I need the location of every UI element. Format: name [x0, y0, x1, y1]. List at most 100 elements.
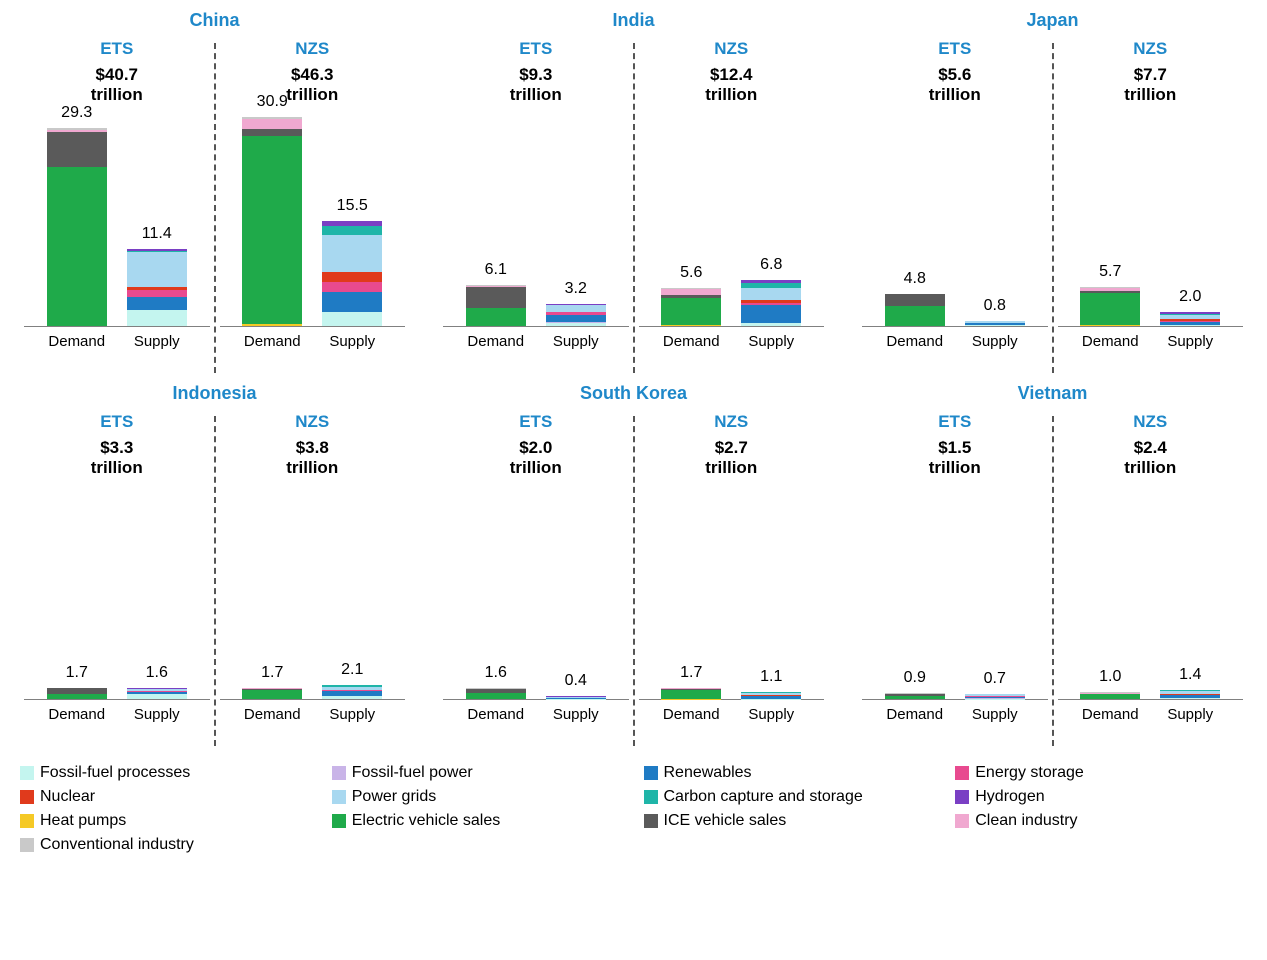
segment-ev	[47, 167, 107, 326]
scenario-total: $1.5trillion	[929, 438, 981, 480]
country-title: Indonesia	[172, 383, 256, 404]
scenario-total: $5.6trillion	[929, 65, 981, 107]
scenario-total: $40.7trillion	[91, 65, 143, 107]
legend-swatch	[644, 814, 658, 828]
bars-area: 1.71.1	[639, 490, 825, 700]
segment-ev	[242, 136, 302, 324]
x-label: Supply	[1160, 333, 1220, 350]
segment-heat_pumps	[1080, 325, 1140, 326]
x-axis-labels: DemandSupply	[24, 700, 210, 723]
segment-ice	[885, 294, 945, 306]
x-label: Demand	[466, 333, 526, 350]
bar-stack	[466, 285, 526, 326]
legend-item: Hydrogen	[955, 788, 1247, 806]
bars-area: 6.13.2	[443, 117, 629, 327]
scenario-total: $7.7trillion	[1124, 65, 1176, 107]
x-axis-labels: DemandSupply	[862, 700, 1048, 723]
x-axis-labels: Demand Supply	[24, 327, 210, 350]
bar-value-label: 1.7	[261, 664, 283, 682]
x-axis-labels: DemandSupply	[220, 327, 406, 350]
bar-value-label: 1.7	[680, 664, 702, 682]
legend-item: Fossil-fuel processes	[20, 764, 312, 782]
legend-swatch	[20, 838, 34, 852]
legend-label: Energy storage	[975, 764, 1084, 782]
legend-label: Electric vehicle sales	[352, 812, 501, 830]
bar-value-label: 6.1	[485, 261, 507, 279]
bar-value-label: 0.4	[565, 672, 587, 690]
segment-ev	[466, 308, 526, 326]
x-label: Supply	[546, 333, 606, 350]
segment-ev	[242, 690, 302, 699]
bar-column: 1.7	[661, 664, 721, 699]
scenarios-row: ETS$9.3trillion6.13.2DemandSupplyNZS$12.…	[439, 39, 828, 373]
segment-heat_pumps	[242, 324, 302, 326]
legend-item: Clean industry	[955, 812, 1247, 830]
segment-clean_ind	[242, 119, 302, 129]
scenario-panel: ETS$5.6trillion4.80.8DemandSupply	[858, 39, 1052, 373]
legend-label: Clean industry	[975, 812, 1077, 830]
x-label: Supply	[322, 333, 382, 350]
scenario-panel: NZS$12.4trillion5.66.8DemandSupply	[635, 39, 829, 373]
scenario-panel: NZS$2.4trillion1.01.4DemandSupply	[1054, 412, 1248, 746]
country-panel: IndiaETS$9.3trillion6.13.2DemandSupplyNZ…	[439, 10, 828, 373]
bar-column: 5.6	[661, 264, 721, 326]
bars-area: 1.01.4	[1058, 490, 1244, 700]
segment-ice	[242, 129, 302, 136]
scenarios-row: ETS$1.5trillion0.90.7DemandSupplyNZS$2.4…	[858, 412, 1247, 746]
bar-column: 0.8	[965, 297, 1025, 326]
segment-ice	[466, 287, 526, 309]
country-title: South Korea	[580, 383, 687, 404]
bar-value-label: 11.4	[142, 225, 172, 243]
segment-ev	[466, 693, 526, 699]
bar-stack	[661, 688, 721, 699]
x-axis-labels: DemandSupply	[639, 700, 825, 723]
scenarios-row: ETS$40.7trillion29.311.4DemandSupplyNZS$…	[20, 39, 409, 373]
scenario-total: $12.4trillion	[705, 65, 757, 107]
x-label: Demand	[242, 706, 302, 723]
segment-storage	[322, 282, 382, 292]
legend-swatch	[644, 766, 658, 780]
segment-fossil_proc	[965, 325, 1025, 326]
bar-stack	[1160, 312, 1220, 326]
segment-fossil_proc	[546, 323, 606, 326]
legend-swatch	[20, 766, 34, 780]
scenario-total: $2.0trillion	[510, 438, 562, 480]
scenario-total: $3.3trillion	[91, 438, 143, 480]
legend-label: Carbon capture and storage	[664, 788, 863, 806]
segment-fossil_proc	[322, 696, 382, 699]
bar-stack	[546, 304, 606, 326]
bar-stack	[741, 280, 801, 326]
x-label: Supply	[965, 333, 1025, 350]
bar-stack	[741, 692, 801, 699]
segment-ev	[1080, 293, 1140, 325]
x-label: Demand	[47, 333, 107, 350]
chart-grid: ChinaETS$40.7trillion29.311.4DemandSuppl…	[20, 10, 1247, 746]
scenarios-row: ETS$2.0trillion1.60.4DemandSupplyNZS$2.7…	[439, 412, 828, 746]
x-label: Supply	[127, 333, 187, 350]
country-panel: South KoreaETS$2.0trillion1.60.4DemandSu…	[439, 383, 828, 746]
legend-label: Fossil-fuel power	[352, 764, 473, 782]
segment-ev	[661, 690, 721, 699]
bar-value-label: 0.9	[904, 669, 926, 687]
x-label: Supply	[127, 706, 187, 723]
legend-item: ICE vehicle sales	[644, 812, 936, 830]
scenario-label: ETS	[100, 39, 133, 59]
legend-item: Power grids	[332, 788, 624, 806]
scenario-label: ETS	[519, 412, 552, 432]
scenarios-row: ETS$5.6trillion4.80.8DemandSupplyNZS$7.7…	[858, 39, 1247, 373]
legend-item: Fossil-fuel power	[332, 764, 624, 782]
bar-column: 0.4	[546, 672, 606, 699]
segment-fossil_proc	[127, 694, 187, 699]
scenario-panel: NZS$46.3trillion30.915.5DemandSupply	[216, 39, 410, 373]
bar-column: 0.9	[885, 669, 945, 699]
bar-value-label: 1.4	[1179, 666, 1201, 684]
scenario-panel: NZS$2.7trillion1.71.1DemandSupply	[635, 412, 829, 746]
scenario-panel: ETS$3.3trillion1.71.6DemandSupply	[20, 412, 214, 746]
legend-swatch	[332, 814, 346, 828]
x-label: Supply	[546, 706, 606, 723]
segment-heat_pumps	[661, 325, 721, 326]
bar-value-label: 6.8	[760, 256, 782, 274]
scenarios-row: ETS$3.3trillion1.71.6DemandSupplyNZS$3.8…	[20, 412, 409, 746]
legend-item: Carbon capture and storage	[644, 788, 936, 806]
x-label: Demand	[1080, 706, 1140, 723]
